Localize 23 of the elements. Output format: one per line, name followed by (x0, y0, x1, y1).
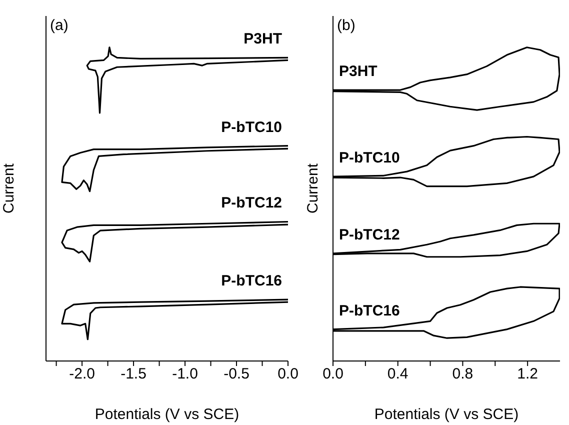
series-label: P-bTC16 (339, 302, 400, 320)
x-tick-label: -0.5 (224, 366, 250, 383)
y-axis-title: Current (304, 162, 322, 214)
series-label: P-bTC10 (339, 150, 400, 167)
series-label: P3HT (339, 63, 378, 80)
x-tick-label: 0.8 (452, 366, 474, 383)
series-label: P3HT (244, 30, 282, 48)
text: (a) (50, 17, 68, 34)
x-axis-title: Potentials (V vs SCE) (94, 406, 240, 423)
x-tick-label: 1.2 (517, 366, 538, 383)
series-label: P-bTC10 (221, 118, 282, 136)
x-tick-label: 0.4 (387, 366, 408, 383)
x-axis-title: Potentials (V vs SCE) (374, 406, 519, 423)
text: (b) (337, 17, 356, 34)
x-tick-label: 0.0 (322, 366, 344, 383)
x-tick-label: -1.0 (172, 366, 198, 383)
series-label: P-bTC12 (221, 194, 282, 212)
x-tick-label: -2.0 (69, 366, 95, 383)
y-axis-title: Current (0, 162, 18, 214)
series-label: P-bTC16 (221, 272, 282, 290)
x-tick-label: -1.5 (120, 366, 146, 383)
x-tick-label: 0.0 (278, 366, 298, 383)
series-label: P-bTC12 (339, 226, 400, 244)
